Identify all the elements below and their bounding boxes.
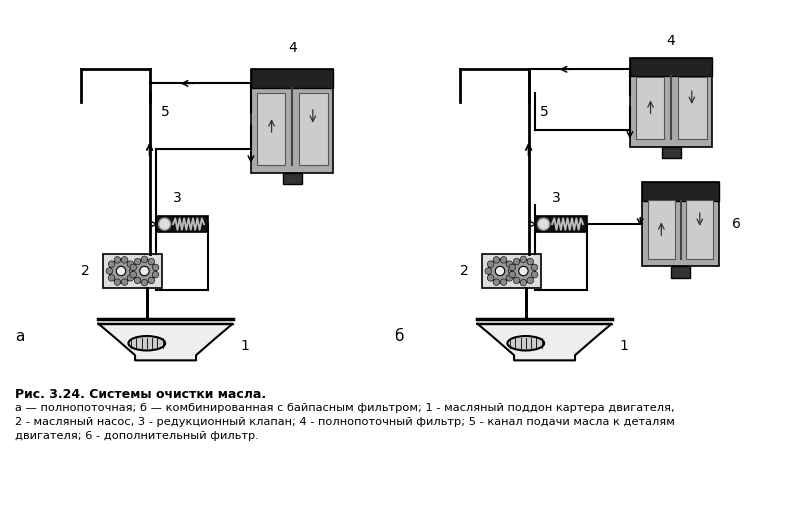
- Circle shape: [141, 256, 148, 263]
- Circle shape: [506, 261, 513, 267]
- Text: а — полнопоточная; б — комбинированная с байпасным фильтром; 1 - масляный поддон: а — полнопоточная; б — комбинированная с…: [15, 403, 675, 413]
- Circle shape: [127, 261, 134, 267]
- Text: 4: 4: [667, 34, 675, 48]
- Bar: [283, 173, 301, 184]
- Circle shape: [508, 268, 515, 274]
- Text: 1: 1: [241, 339, 250, 353]
- Bar: [103, 254, 162, 288]
- Text: Рис. 3.24. Системы очистки масла.: Рис. 3.24. Системы очистки масла.: [15, 388, 267, 401]
- Circle shape: [134, 277, 141, 284]
- Text: 4: 4: [288, 41, 297, 55]
- Circle shape: [511, 259, 535, 283]
- Circle shape: [129, 268, 136, 274]
- Circle shape: [506, 274, 513, 281]
- Text: двигателя; 6 - дополнительный фильтр.: двигателя; 6 - дополнительный фильтр.: [15, 432, 259, 441]
- Bar: [671, 266, 690, 278]
- Ellipse shape: [128, 336, 165, 351]
- Circle shape: [513, 277, 520, 284]
- Circle shape: [152, 271, 159, 278]
- Circle shape: [520, 280, 527, 286]
- Bar: [678, 77, 707, 139]
- Text: 2: 2: [81, 264, 90, 278]
- Circle shape: [532, 271, 538, 278]
- Circle shape: [121, 257, 128, 263]
- Bar: [630, 57, 713, 147]
- Circle shape: [537, 218, 549, 230]
- Circle shape: [520, 256, 527, 263]
- Circle shape: [121, 279, 128, 285]
- Circle shape: [114, 257, 120, 263]
- Circle shape: [493, 257, 499, 263]
- Polygon shape: [99, 324, 233, 360]
- Bar: [299, 93, 328, 165]
- Bar: [642, 182, 719, 266]
- Circle shape: [127, 274, 134, 281]
- Circle shape: [152, 264, 159, 271]
- Bar: [642, 182, 719, 201]
- Bar: [648, 200, 675, 259]
- Bar: [535, 216, 587, 232]
- Text: 3: 3: [174, 191, 182, 205]
- Text: 5: 5: [540, 104, 549, 119]
- Text: б: б: [394, 329, 404, 344]
- Ellipse shape: [507, 336, 544, 351]
- Circle shape: [513, 258, 520, 265]
- Polygon shape: [478, 324, 612, 360]
- Circle shape: [148, 258, 154, 265]
- Circle shape: [493, 279, 499, 285]
- Bar: [156, 216, 208, 232]
- Circle shape: [500, 279, 507, 285]
- Circle shape: [519, 266, 528, 275]
- Circle shape: [500, 257, 507, 263]
- Circle shape: [487, 274, 494, 281]
- Text: 1: 1: [620, 339, 629, 353]
- Bar: [482, 254, 541, 288]
- Circle shape: [108, 274, 115, 281]
- Circle shape: [488, 259, 511, 283]
- Bar: [251, 69, 334, 88]
- Circle shape: [527, 258, 533, 265]
- Circle shape: [495, 266, 505, 275]
- Circle shape: [532, 264, 538, 271]
- Circle shape: [109, 259, 133, 283]
- Circle shape: [527, 277, 533, 284]
- Bar: [630, 57, 713, 76]
- Circle shape: [130, 271, 137, 278]
- Circle shape: [108, 261, 115, 267]
- Circle shape: [130, 264, 137, 271]
- Text: 3: 3: [553, 191, 561, 205]
- Bar: [251, 69, 334, 173]
- Circle shape: [509, 264, 516, 271]
- Circle shape: [509, 271, 516, 278]
- Circle shape: [485, 268, 491, 274]
- Circle shape: [114, 279, 120, 285]
- Text: 2: 2: [460, 264, 469, 278]
- Circle shape: [116, 266, 126, 275]
- Text: 2 - масляный насос, 3 - редукционный клапан; 4 - полнопоточный фильтр; 5 - канал: 2 - масляный насос, 3 - редукционный кла…: [15, 417, 675, 428]
- Circle shape: [141, 280, 148, 286]
- Circle shape: [133, 259, 156, 283]
- Text: 6: 6: [732, 217, 741, 231]
- Circle shape: [158, 218, 170, 230]
- Text: 5: 5: [161, 104, 170, 119]
- Circle shape: [140, 266, 149, 275]
- Circle shape: [148, 277, 154, 284]
- Circle shape: [106, 268, 112, 274]
- Bar: [662, 147, 680, 158]
- Text: а: а: [15, 329, 25, 344]
- Bar: [636, 77, 664, 139]
- Bar: [687, 200, 713, 259]
- Circle shape: [134, 258, 141, 265]
- Bar: [257, 93, 285, 165]
- Circle shape: [487, 261, 494, 267]
